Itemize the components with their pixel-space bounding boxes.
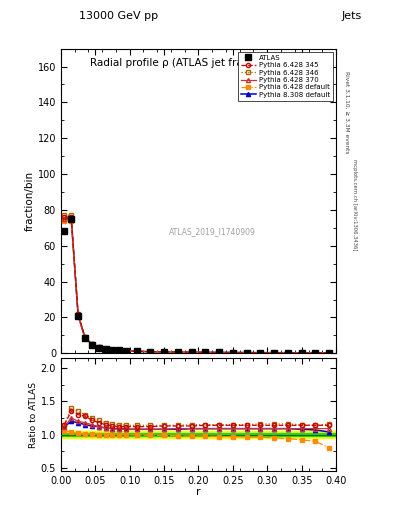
Text: 13000 GeV pp: 13000 GeV pp [79,11,158,22]
Y-axis label: fraction/bin: fraction/bin [25,171,35,231]
Y-axis label: Ratio to ATLAS: Ratio to ATLAS [29,382,38,447]
Text: ATLAS_2019_I1740909: ATLAS_2019_I1740909 [169,227,256,236]
X-axis label: r: r [196,487,201,497]
Legend: ATLAS, Pythia 6.428 345, Pythia 6.428 346, Pythia 6.428 370, Pythia 6.428 defaul: ATLAS, Pythia 6.428 345, Pythia 6.428 34… [238,52,332,101]
Text: mcplots.cern.ch [arXiv:1306.3436]: mcplots.cern.ch [arXiv:1306.3436] [352,159,357,250]
Bar [61,433,336,436]
Text: Radial profile ρ (ATLAS jet fragmentation): Radial profile ρ (ATLAS jet fragmentatio… [90,58,307,68]
Bar [61,431,336,438]
Text: Jets: Jets [341,11,362,22]
Text: Rivet 3.1.10, ≥ 3.3M events: Rivet 3.1.10, ≥ 3.3M events [344,71,349,154]
